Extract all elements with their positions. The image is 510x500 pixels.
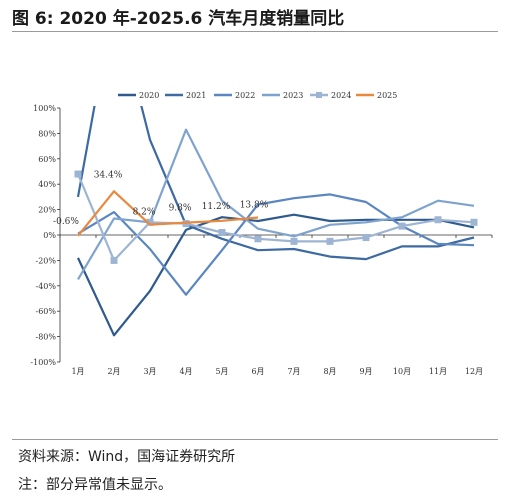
legend-label-2025: 2025 <box>377 91 397 100</box>
series-point-2024 <box>362 234 370 242</box>
series-point-2024 <box>434 216 442 224</box>
series-point-2024 <box>398 222 406 230</box>
series-line-2021 <box>76 106 475 261</box>
y-tick-label: -60% <box>36 307 57 316</box>
series-point-2024 <box>146 218 154 226</box>
chart-series <box>74 106 478 337</box>
legend-marker-2024 <box>316 92 322 98</box>
data-label: -0.6% <box>53 217 79 227</box>
y-tick-label: 20% <box>38 206 56 215</box>
data-label: 11.2% <box>202 202 231 212</box>
y-tick-label: 0% <box>43 231 56 240</box>
data-label: 9.8% <box>169 204 192 214</box>
chart-legend: 2020 2021 2022 2023 2024 2025 <box>118 91 397 100</box>
series-line-2020 <box>77 213 475 337</box>
figure-title: 图 6: 2020 年-2025.6 汽车月度销量同比 <box>12 9 345 29</box>
series-point-2024 <box>218 228 226 236</box>
legend-label-2021: 2021 <box>186 91 206 100</box>
legend-label-2024: 2024 <box>331 91 351 100</box>
series-point-2024 <box>290 237 298 245</box>
footnote: 注：部分异常值未显示。 <box>18 477 172 493</box>
series-line-2023 <box>77 128 475 280</box>
data-label: 13.8% <box>240 200 269 210</box>
data-label: 34.4% <box>94 170 123 180</box>
line-chart: 100% 80% 60% 40% 20% 0% -20% -40% -60% -80% -100% 1… <box>30 91 493 376</box>
x-tick-label: 12月 <box>465 367 483 376</box>
series-point-2024 <box>74 170 82 178</box>
series-line-2022 <box>77 193 475 296</box>
source-note: 资料来源：Wind，国海证券研究所 <box>18 449 236 465</box>
legend-label-2023: 2023 <box>283 91 303 100</box>
y-tick-label: 100% <box>33 104 56 113</box>
x-tick-label: 10月 <box>393 367 411 376</box>
series-line-2025 <box>77 190 259 237</box>
legend-label-2022: 2022 <box>235 91 255 100</box>
x-tick-label: 7月 <box>287 367 300 376</box>
series-point-2024 <box>326 237 334 245</box>
x-tick-label: 1月 <box>71 367 84 376</box>
x-tick-label: 9月 <box>359 367 372 376</box>
y-tick-label: 60% <box>38 155 56 164</box>
y-tick-label: -100% <box>30 358 56 367</box>
x-tick-label: 11月 <box>429 367 447 376</box>
x-tick-label: 5月 <box>215 367 228 376</box>
title-divider <box>12 31 498 32</box>
y-tick-label: 40% <box>38 180 56 189</box>
x-tick-label: 6月 <box>251 367 264 376</box>
x-tick-label: 3月 <box>143 367 156 376</box>
series-point-2024 <box>110 256 118 264</box>
data-label: 8.2% <box>133 208 156 218</box>
y-tick-label: -80% <box>36 333 57 342</box>
x-tick-label: 4月 <box>179 367 192 376</box>
y-tick-label: 80% <box>38 129 56 138</box>
legend-label-2020: 2020 <box>139 91 159 100</box>
x-tick-label: 2月 <box>107 367 120 376</box>
x-tick-label: 8月 <box>323 367 336 376</box>
series-point-2024 <box>254 235 262 243</box>
source-divider <box>12 439 498 440</box>
chart-data-labels: -0.6% 34.4% 8.2% 9.8% 11.2% 13.8% <box>53 170 269 226</box>
series-line-2024 <box>76 173 475 262</box>
y-tick-label: -20% <box>36 256 57 265</box>
series-point-2024 <box>470 218 478 226</box>
y-tick-label: -40% <box>36 282 57 291</box>
